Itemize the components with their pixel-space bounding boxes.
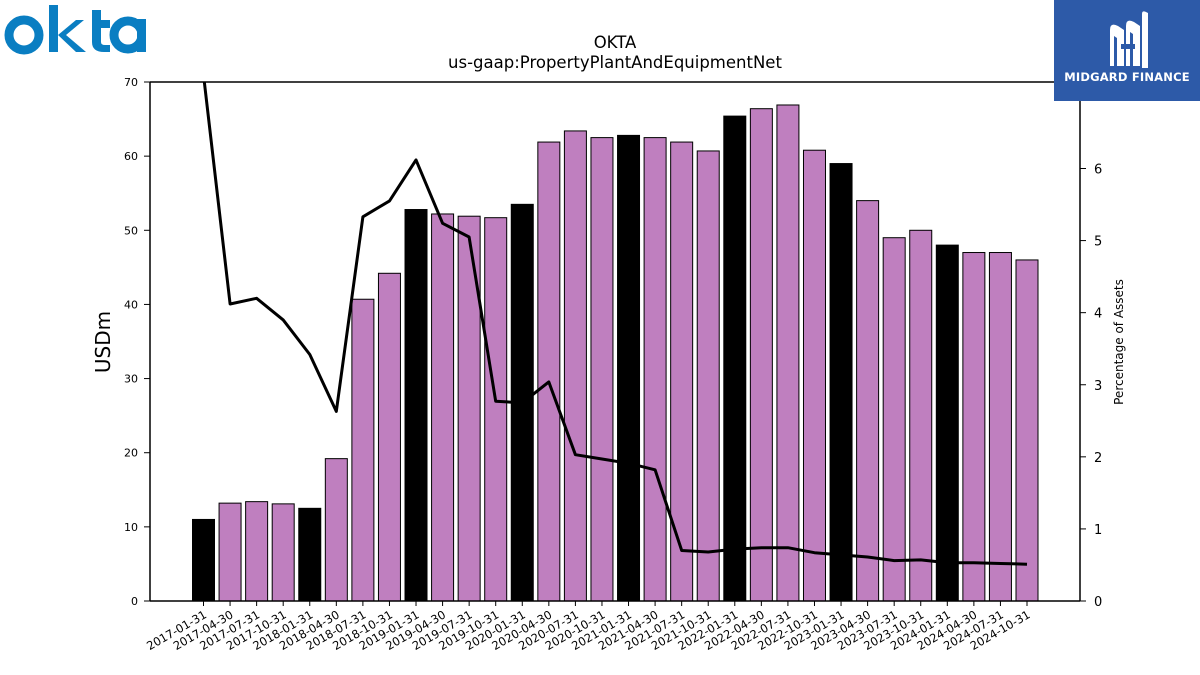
bar-2021-01-31 [617, 134, 641, 602]
chart-title: OKTA [594, 33, 637, 52]
bar-2023-01-31 [829, 163, 853, 602]
bar-2024-07-31 [988, 252, 1012, 602]
bar-2019-01-31 [404, 209, 428, 602]
y-tick-label: 30 [124, 373, 138, 386]
y2-axis-label: Percentage of Assets [1112, 279, 1126, 405]
bar-2018-01-31 [298, 507, 322, 602]
right-axis-ticks: 0 1 2 3 4 5 6 [1080, 163, 1102, 610]
bar-2022-01-31 [723, 115, 747, 602]
bar-2018-07-31 [351, 298, 375, 602]
midgard-m-icon [1110, 11, 1148, 69]
y2-tick-label: 3 [1094, 379, 1102, 394]
bar-2019-04-30 [431, 213, 455, 602]
line-series [202, 82, 1028, 566]
bar-2021-10-31 [696, 150, 720, 602]
bar-2020-04-30 [537, 141, 561, 602]
y2-tick-label: 1 [1094, 523, 1102, 538]
bar-2022-07-31 [776, 104, 800, 602]
bar-2021-04-30 [643, 137, 667, 602]
bar-2017-01-31 [192, 518, 215, 602]
bar-2023-07-31 [882, 237, 906, 602]
bar-2023-10-31 [909, 229, 933, 602]
bar-2020-10-31 [590, 137, 614, 602]
bar-2019-10-31 [484, 217, 508, 602]
bar-2024-04-30 [962, 252, 986, 602]
midgard-finance-badge: MIDGARD FINANCE [1054, 0, 1200, 101]
bar-2017-04-30 [218, 502, 242, 602]
bar-2019-07-31 [457, 215, 481, 602]
y-tick-label: 40 [124, 298, 138, 311]
bar-2018-10-31 [377, 272, 401, 602]
y-tick-label: 10 [124, 521, 138, 534]
y-tick-label: 20 [124, 447, 138, 460]
bar-2020-07-31 [563, 130, 587, 602]
y-tick-label: 70 [124, 76, 138, 89]
okta-logo-icon: okta [4, 5, 146, 55]
bar-2017-07-31 [245, 501, 269, 602]
bar-2024-10-31 [1015, 259, 1039, 602]
y2-tick-label: 0 [1094, 595, 1102, 610]
y2-tick-label: 6 [1094, 163, 1102, 178]
bar-2022-04-30 [749, 108, 773, 602]
left-axis-ticks: 0 10 20 30 40 50 60 70 [124, 76, 150, 608]
midgard-finance-name: MIDGARD FINANCE [1064, 70, 1190, 84]
y2-tick-label: 5 [1094, 235, 1102, 250]
x-axis-ticks: 2017-01-312017-04-302017-07-312017-10-31… [144, 601, 1033, 653]
bar-2023-04-30 [856, 200, 880, 602]
bar-series [192, 104, 1039, 602]
bar-2022-10-31 [802, 149, 826, 602]
bar-2021-07-31 [670, 141, 694, 602]
y-tick-label: 50 [124, 224, 138, 237]
percentage-of-assets-line [202, 82, 1028, 566]
chart-subtitle: us-gaap:PropertyPlantAndEquipmentNet [448, 53, 782, 72]
bar-2017-10-31 [271, 503, 295, 602]
y-tick-label: 60 [124, 150, 138, 163]
y-tick-label: 0 [131, 595, 138, 608]
bar-2024-01-31 [935, 244, 959, 602]
y-axis-label: USDm [91, 311, 115, 373]
bar-2018-04-30 [324, 458, 348, 602]
y2-tick-label: 2 [1094, 451, 1102, 466]
y2-tick-label: 4 [1094, 307, 1102, 322]
